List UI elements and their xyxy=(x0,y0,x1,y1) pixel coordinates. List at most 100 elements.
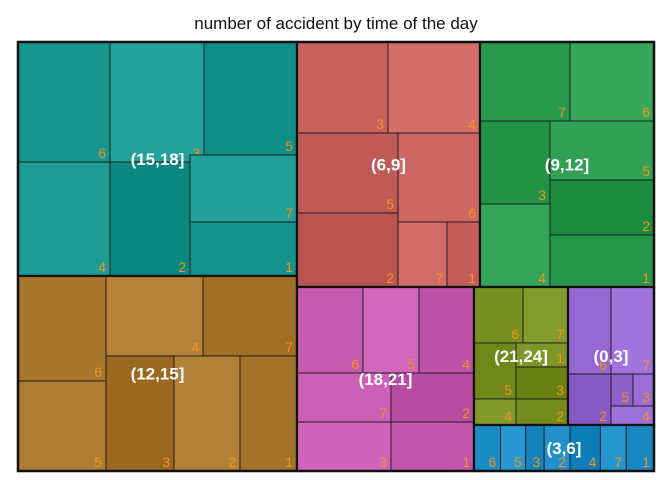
treemap-tile xyxy=(387,41,481,134)
treemap-tile xyxy=(17,275,107,382)
tile-label: 4 xyxy=(462,356,470,372)
tile-label: 7 xyxy=(285,339,293,355)
treemap-tile xyxy=(397,132,481,223)
tile-label: 1 xyxy=(556,350,564,366)
tile-label: 6 xyxy=(351,356,359,372)
tile-label: 2 xyxy=(462,405,470,421)
tile-label: 6 xyxy=(98,145,106,161)
chart-title: number of accident by time of the day xyxy=(194,14,478,33)
tile-label: 4 xyxy=(98,259,106,275)
tile-label: 1 xyxy=(642,454,650,470)
group-label: (15,18] xyxy=(131,150,185,169)
tile-label: 2 xyxy=(558,454,566,470)
tile-label: 5 xyxy=(94,454,102,470)
tile-label: 3 xyxy=(376,116,384,132)
treemap-tile xyxy=(473,398,517,426)
treemap-tile xyxy=(515,398,569,426)
treemap-tile xyxy=(599,424,627,472)
tile-label: 1 xyxy=(642,270,650,286)
treemap-tile xyxy=(390,372,475,423)
tile-label: 2 xyxy=(386,270,394,286)
tile-label: 5 xyxy=(407,356,415,372)
group-label: (0,3] xyxy=(594,347,629,366)
treemap-tile xyxy=(418,286,475,374)
tile-label: 7 xyxy=(285,205,293,221)
tile-label: 5 xyxy=(642,163,650,179)
treemap-tile xyxy=(189,154,298,223)
tile-label: 1 xyxy=(462,454,470,470)
tile-label: 4 xyxy=(191,339,199,355)
treemap-tile xyxy=(105,355,175,472)
tile-label: 3 xyxy=(556,382,564,398)
tile-label: 1 xyxy=(285,259,293,275)
treemap-tile xyxy=(515,366,569,400)
treemap-group-9-12: 7 6 3 5 2 4 1 xyxy=(478,40,656,289)
tile-label: 3 xyxy=(538,187,546,203)
tile-label: 2 xyxy=(178,259,186,275)
group-label: (9,12] xyxy=(545,156,589,175)
tile-label: 3 xyxy=(532,454,540,470)
treemap-tile xyxy=(203,41,298,156)
tile-label: 4 xyxy=(589,454,597,470)
tile-label: 3 xyxy=(192,145,200,161)
treemap-tile xyxy=(296,421,392,472)
group-label: (18,21] xyxy=(359,370,413,389)
treemap-tile xyxy=(500,424,527,472)
treemap-tile xyxy=(549,234,655,288)
tile-label: 7 xyxy=(435,270,443,286)
treemap-tile xyxy=(296,372,392,423)
treemap-tile xyxy=(446,221,481,288)
treemap-tile xyxy=(397,221,448,288)
treemap-tile xyxy=(569,424,601,472)
tile-label: 2 xyxy=(599,408,607,424)
treemap-tile xyxy=(296,132,399,214)
treemap-tile xyxy=(625,424,655,472)
treemap-tile xyxy=(296,41,389,134)
tile-label: 7 xyxy=(556,326,564,342)
tile-label: 7 xyxy=(642,357,650,373)
group-label: (3,6] xyxy=(547,439,582,458)
tile-label: 5 xyxy=(386,196,394,212)
tile-label: 2 xyxy=(556,408,564,424)
treemap-tile xyxy=(17,380,107,472)
tile-label: 6 xyxy=(599,357,607,373)
tile-label: 2 xyxy=(228,454,236,470)
treemap-tile xyxy=(567,286,612,375)
treemap-frame xyxy=(16,40,656,473)
tile-label: 5 xyxy=(621,389,629,405)
group-label: (6,9] xyxy=(371,156,406,175)
tile-label: 4 xyxy=(504,408,512,424)
treemap-tile xyxy=(109,41,205,163)
treemap-tile xyxy=(473,424,501,472)
tile-label: 5 xyxy=(285,138,293,154)
treemap-tile xyxy=(202,275,298,357)
tile-label: 7 xyxy=(379,405,387,421)
tile-label: 6 xyxy=(642,104,650,120)
treemap-tile xyxy=(549,179,655,236)
tile-label: 1 xyxy=(468,270,476,286)
treemap-tile xyxy=(479,203,551,288)
tile-label: 1 xyxy=(285,454,293,470)
treemap-tile xyxy=(189,221,298,277)
tile-label: 5 xyxy=(504,382,512,398)
group-label: (21,24] xyxy=(494,347,548,366)
tile-label: 4 xyxy=(538,270,546,286)
tile-label: 6 xyxy=(511,326,519,342)
treemap-tile xyxy=(105,275,204,357)
tile-label: 6 xyxy=(468,205,476,221)
tile-label: 6 xyxy=(94,364,102,380)
treemap-group-15-18: 6 3 5 4 2 7 1 xyxy=(16,40,299,278)
treemap-tile xyxy=(173,355,241,472)
tile-label: 4 xyxy=(468,116,476,132)
tile-label: 3 xyxy=(642,389,650,405)
tile-label: 2 xyxy=(642,218,650,234)
treemap-tile xyxy=(296,212,399,288)
treemap-group-12-15: 6 4 7 5 3 2 1 xyxy=(16,274,299,473)
treemap-tile xyxy=(479,41,571,122)
treemap-tile xyxy=(479,120,551,205)
tile-label: 7 xyxy=(558,104,566,120)
tile-label: 4 xyxy=(642,408,650,424)
tile-label: 3 xyxy=(162,454,170,470)
